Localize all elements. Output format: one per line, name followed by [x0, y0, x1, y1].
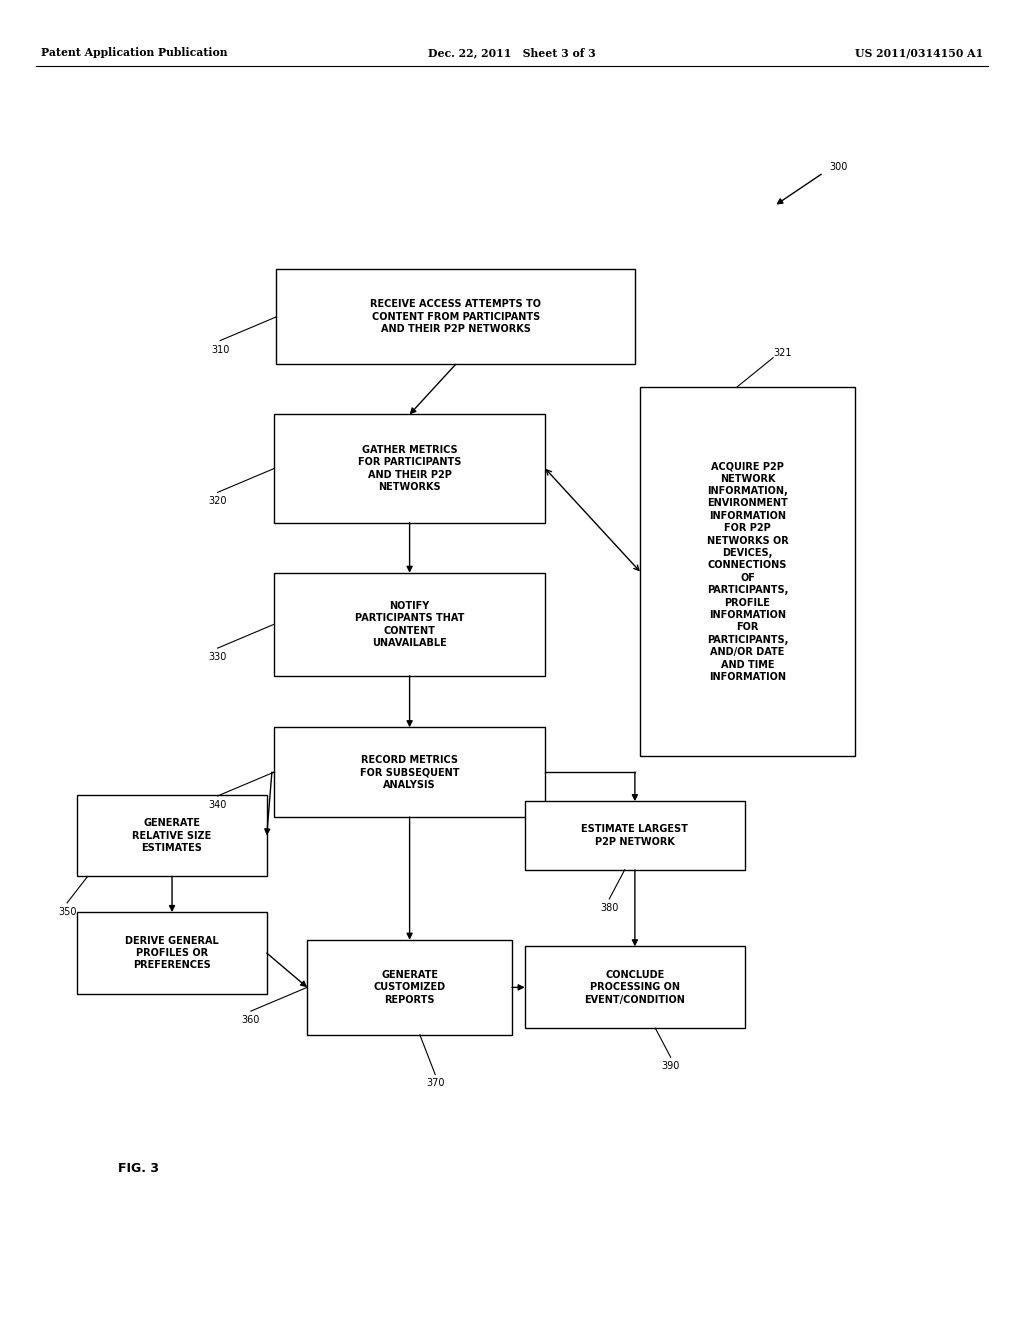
Text: RECORD METRICS
FOR SUBSEQUENT
ANALYSIS: RECORD METRICS FOR SUBSEQUENT ANALYSIS	[359, 755, 460, 789]
Text: ACQUIRE P2P
NETWORK
INFORMATION,
ENVIRONMENT
INFORMATION
FOR P2P
NETWORKS OR
DEV: ACQUIRE P2P NETWORK INFORMATION, ENVIRON…	[707, 461, 788, 682]
FancyBboxPatch shape	[307, 940, 512, 1035]
Text: 330: 330	[209, 652, 226, 663]
Text: Patent Application Publication: Patent Application Publication	[41, 48, 227, 58]
Text: 340: 340	[209, 800, 226, 810]
Text: 300: 300	[829, 161, 848, 172]
Text: DERIVE GENERAL
PROFILES OR
PREFERENCES: DERIVE GENERAL PROFILES OR PREFERENCES	[125, 936, 219, 970]
Text: 390: 390	[662, 1061, 680, 1072]
Text: US 2011/0314150 A1: US 2011/0314150 A1	[855, 48, 983, 58]
Text: 360: 360	[242, 1015, 260, 1026]
Text: FIG. 3: FIG. 3	[118, 1162, 159, 1175]
Text: 350: 350	[57, 907, 77, 917]
Text: 321: 321	[773, 347, 792, 358]
Text: 380: 380	[600, 903, 618, 913]
FancyBboxPatch shape	[78, 795, 266, 876]
FancyBboxPatch shape	[640, 387, 855, 756]
Text: Dec. 22, 2011   Sheet 3 of 3: Dec. 22, 2011 Sheet 3 of 3	[428, 48, 596, 58]
FancyBboxPatch shape	[274, 573, 545, 676]
Text: GENERATE
RELATIVE SIZE
ESTIMATES: GENERATE RELATIVE SIZE ESTIMATES	[132, 818, 212, 853]
FancyBboxPatch shape	[276, 269, 635, 364]
FancyBboxPatch shape	[524, 946, 744, 1028]
Text: 370: 370	[426, 1078, 444, 1089]
FancyBboxPatch shape	[524, 801, 744, 870]
Text: CONCLUDE
PROCESSING ON
EVENT/CONDITION: CONCLUDE PROCESSING ON EVENT/CONDITION	[585, 970, 685, 1005]
Text: GATHER METRICS
FOR PARTICIPANTS
AND THEIR P2P
NETWORKS: GATHER METRICS FOR PARTICIPANTS AND THEI…	[358, 445, 461, 492]
Text: ESTIMATE LARGEST
P2P NETWORK: ESTIMATE LARGEST P2P NETWORK	[582, 825, 688, 846]
FancyBboxPatch shape	[274, 727, 545, 817]
Text: RECEIVE ACCESS ATTEMPTS TO
CONTENT FROM PARTICIPANTS
AND THEIR P2P NETWORKS: RECEIVE ACCESS ATTEMPTS TO CONTENT FROM …	[371, 300, 541, 334]
Text: NOTIFY
PARTICIPANTS THAT
CONTENT
UNAVAILABLE: NOTIFY PARTICIPANTS THAT CONTENT UNAVAIL…	[355, 601, 464, 648]
Text: GENERATE
CUSTOMIZED
REPORTS: GENERATE CUSTOMIZED REPORTS	[374, 970, 445, 1005]
Text: 310: 310	[211, 345, 229, 355]
FancyBboxPatch shape	[274, 414, 545, 523]
FancyBboxPatch shape	[78, 912, 266, 994]
Text: 320: 320	[208, 496, 227, 507]
